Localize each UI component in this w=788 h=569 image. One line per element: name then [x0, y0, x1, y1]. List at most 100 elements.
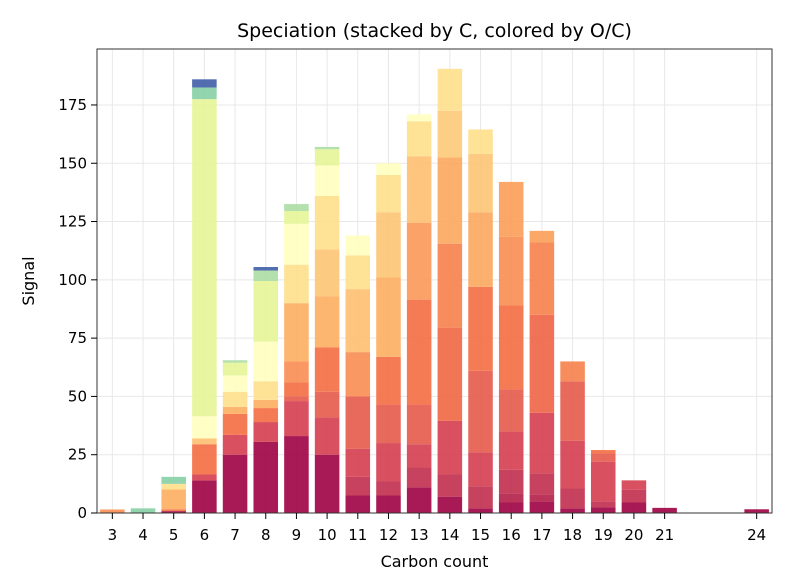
bar-segment — [498, 431, 524, 470]
y-tick-label: 150 — [58, 154, 87, 172]
y-axis-label: Signal — [19, 256, 38, 305]
bar-segment — [590, 507, 616, 513]
bar-segment — [345, 495, 371, 513]
bar-segment — [590, 461, 616, 502]
bar-stack-c18 — [560, 361, 585, 513]
bar-segment — [345, 289, 371, 353]
bar-segment — [744, 509, 769, 513]
bar-segment — [345, 476, 371, 496]
bar-segment — [376, 404, 401, 444]
bar-stack-c3 — [100, 509, 125, 513]
bar-segment — [284, 396, 309, 402]
bar-segment — [468, 286, 493, 371]
chart-title: Speciation (stacked by C, colored by O/C… — [237, 20, 632, 42]
bar-stack-c20 — [621, 480, 647, 513]
y-tick-label: 75 — [68, 329, 87, 347]
bar-segment — [406, 444, 432, 468]
bar-stack-c13 — [406, 114, 432, 513]
x-tick-label: 14 — [440, 526, 459, 544]
bar-stack-c15 — [468, 129, 493, 513]
bar-stack-c4 — [130, 508, 156, 513]
x-tick-label: 9 — [292, 526, 302, 544]
bar-segment — [406, 404, 432, 445]
x-tick-label: 21 — [655, 526, 674, 544]
bar-segment — [253, 281, 279, 342]
bar-segment — [314, 195, 340, 250]
bar-segment — [284, 401, 309, 437]
bar-segment — [253, 270, 279, 281]
bar-segment — [590, 453, 616, 462]
bar-segment — [560, 488, 585, 509]
bar-segment — [284, 204, 309, 212]
x-tick-label: 15 — [471, 526, 490, 544]
bar-segment — [130, 508, 156, 513]
bar-segment — [222, 375, 248, 392]
bar-segment — [161, 489, 186, 510]
x-tick-label: 18 — [563, 526, 582, 544]
bar-segment — [529, 473, 555, 495]
bar-segment — [652, 507, 677, 513]
bar-segment — [560, 361, 585, 382]
bar-stack-c24 — [744, 509, 769, 513]
x-axis-ticks: 3 4 5 6 7 8 9 10 11 12 13 14 15 16 17 18 19 20 21 24 — [108, 513, 766, 544]
bar-segment — [560, 381, 585, 441]
bar-segment — [406, 487, 432, 513]
bar-segment — [253, 408, 279, 423]
bar-segment — [498, 493, 524, 503]
bar-segment — [161, 476, 186, 484]
bar-segment — [376, 212, 401, 278]
bar-segment — [406, 467, 432, 488]
bar-segment — [314, 296, 340, 348]
bar-segment — [253, 381, 279, 400]
y-tick-label: 50 — [68, 387, 87, 405]
y-tick-label: 25 — [68, 446, 87, 464]
bar-stack-c14 — [437, 68, 463, 513]
bar-segment — [192, 87, 217, 100]
bar-segment — [345, 255, 371, 290]
x-axis-label: Carbon count — [381, 552, 489, 569]
x-tick-label: 12 — [379, 526, 398, 544]
bar-segment — [253, 341, 279, 382]
bar-segment — [529, 314, 555, 413]
bar-segment — [161, 511, 186, 513]
bar-stack-c9 — [284, 204, 309, 513]
bar-segment — [376, 481, 401, 496]
plot-frame — [96, 48, 773, 514]
bar-segment — [560, 440, 585, 489]
bar-segment — [529, 494, 555, 502]
bar-segment — [406, 156, 432, 223]
bar-segment — [192, 444, 217, 475]
bar-segment — [222, 434, 248, 455]
bar-segment — [192, 480, 217, 513]
bar-segment — [314, 417, 340, 455]
bar-segment — [192, 79, 217, 88]
bar-segment — [498, 181, 524, 237]
bar-segment — [284, 264, 309, 304]
bar-segment — [437, 243, 463, 328]
x-tick-label: 19 — [594, 526, 613, 544]
bar-segment — [437, 157, 463, 244]
bar-segment — [345, 396, 371, 449]
bar-stack-c16 — [498, 181, 524, 513]
bar-segment — [284, 211, 309, 224]
bar-segment — [314, 454, 340, 513]
bar-segment — [529, 501, 555, 513]
bar-segment — [222, 406, 248, 414]
y-tick-label: 0 — [77, 504, 87, 522]
bar-segment — [345, 448, 371, 477]
bar-stack-c17 — [529, 230, 555, 513]
bar-segment — [529, 242, 555, 315]
bar-segment — [621, 502, 647, 513]
x-tick-label: 5 — [169, 526, 179, 544]
y-tick-label: 100 — [58, 271, 87, 289]
x-tick-label: 17 — [532, 526, 551, 544]
bar-segment — [314, 146, 340, 150]
x-tick-label: 11 — [348, 526, 367, 544]
bar-stack-c10 — [314, 146, 340, 513]
bar-segment — [468, 486, 493, 509]
bar-segment — [253, 441, 279, 513]
x-tick-label: 20 — [624, 526, 643, 544]
bar-segment — [192, 99, 217, 417]
bar-segment — [437, 420, 463, 475]
